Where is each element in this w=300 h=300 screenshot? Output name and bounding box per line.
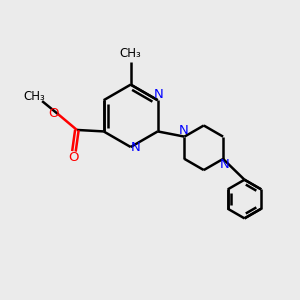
Text: N: N [179,124,189,137]
Text: CH₃: CH₃ [120,47,142,61]
Text: O: O [48,107,58,120]
Text: N: N [220,158,230,171]
Text: N: N [131,141,141,154]
Text: CH₃: CH₃ [23,90,45,103]
Text: N: N [154,88,164,101]
Text: O: O [69,152,79,164]
